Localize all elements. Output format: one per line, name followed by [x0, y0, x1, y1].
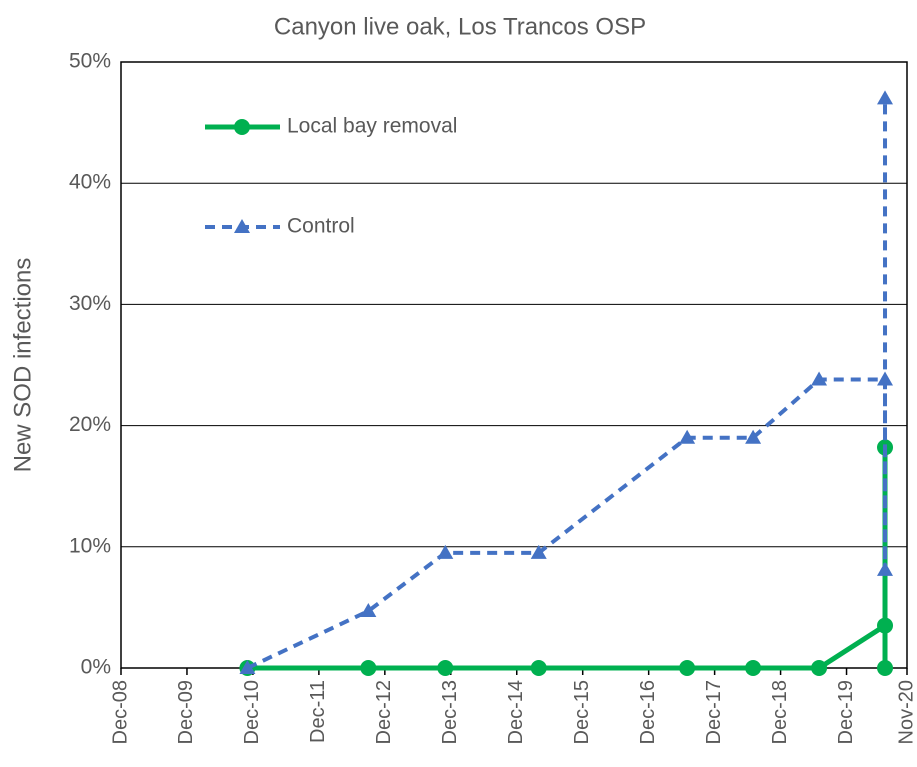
x-tick-label: Dec-18	[769, 680, 791, 744]
chart-title: Canyon live oak, Los Trancos OSP	[274, 13, 646, 40]
x-tick-label: Dec-09	[175, 680, 197, 744]
data-point	[437, 660, 454, 676]
data-point	[239, 660, 256, 674]
y-tick-label: 10%	[69, 534, 111, 557]
x-tick-label: Dec-17	[703, 680, 725, 744]
data-point	[360, 603, 377, 618]
plot-frame	[120, 61, 908, 669]
x-tick-label: Dec-08	[109, 680, 131, 744]
data-point	[877, 371, 894, 386]
data-point	[530, 660, 547, 676]
data-point	[679, 660, 696, 676]
data-point	[679, 429, 696, 444]
data-point	[745, 429, 762, 444]
data-point	[530, 544, 547, 559]
series-line	[246, 98, 888, 670]
data-point	[811, 660, 828, 676]
y-tick-label: 30%	[69, 292, 111, 315]
x-tick-label: Dec-10	[241, 680, 263, 744]
x-tick-label: Dec-12	[373, 680, 395, 744]
data-point	[437, 544, 454, 559]
data-point	[745, 660, 762, 676]
y-tick-label: 50%	[69, 50, 111, 73]
y-tick-label: 40%	[69, 171, 111, 194]
data-point	[811, 371, 828, 386]
series-line	[247, 447, 888, 671]
x-tick-label: Nov-20	[895, 680, 917, 744]
x-tick-label: Dec-13	[439, 680, 461, 744]
legend-marker	[234, 119, 250, 135]
x-tick-label: Dec-11	[307, 680, 329, 743]
legend-marker	[234, 219, 250, 233]
data-point	[877, 561, 894, 576]
y-axis-title: New SOD infections	[9, 258, 36, 473]
legend-label: Local bay removal	[287, 115, 457, 138]
x-tick-label: Dec-15	[571, 680, 593, 744]
data-point	[360, 660, 377, 676]
y-tick-label: 20%	[69, 413, 111, 436]
data-point	[877, 617, 894, 634]
data-point	[877, 90, 894, 105]
x-tick-label: Dec-14	[505, 680, 527, 744]
y-tick-label: 0%	[81, 656, 111, 679]
legend-label: Control	[287, 215, 355, 238]
data-point	[877, 660, 894, 676]
x-tick-label: Dec-16	[637, 680, 659, 744]
x-tick-label: Dec-19	[835, 680, 857, 744]
